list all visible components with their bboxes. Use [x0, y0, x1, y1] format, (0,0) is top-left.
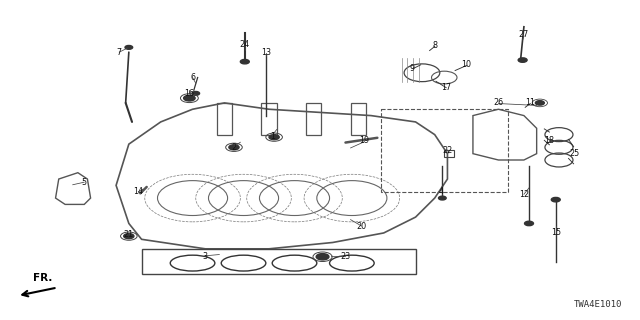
- Text: TWA4E1010: TWA4E1010: [574, 300, 623, 309]
- Text: 15: 15: [550, 228, 561, 237]
- Text: 16: 16: [184, 89, 195, 98]
- Bar: [306, 103, 321, 135]
- Text: 18: 18: [545, 136, 554, 146]
- Circle shape: [518, 58, 527, 62]
- Text: 10: 10: [461, 60, 472, 69]
- Text: 2: 2: [232, 143, 237, 152]
- Text: 1: 1: [269, 132, 275, 141]
- Circle shape: [229, 145, 239, 150]
- Circle shape: [125, 45, 132, 49]
- Text: 19: 19: [360, 136, 370, 146]
- Text: 25: 25: [570, 149, 580, 158]
- Circle shape: [525, 221, 534, 226]
- Circle shape: [269, 135, 279, 140]
- Circle shape: [124, 234, 134, 239]
- Circle shape: [192, 92, 200, 95]
- Text: 8: 8: [432, 41, 437, 50]
- Bar: [351, 103, 366, 135]
- Text: 3: 3: [203, 252, 208, 261]
- Bar: [217, 103, 232, 135]
- Text: 17: 17: [441, 83, 451, 92]
- Circle shape: [536, 101, 544, 105]
- Circle shape: [316, 253, 329, 260]
- Text: 24: 24: [240, 40, 250, 49]
- Text: 9: 9: [410, 63, 415, 73]
- Text: FR.: FR.: [33, 273, 52, 283]
- Text: 4: 4: [438, 187, 444, 196]
- Text: 22: 22: [442, 146, 452, 155]
- Bar: [261, 103, 276, 135]
- Text: 23: 23: [340, 252, 351, 261]
- Circle shape: [551, 197, 560, 202]
- Text: 20: 20: [356, 222, 367, 231]
- Text: 7: 7: [116, 48, 122, 57]
- Circle shape: [184, 95, 195, 101]
- Bar: [444, 150, 454, 157]
- Circle shape: [438, 196, 446, 200]
- Text: 5: 5: [82, 178, 87, 187]
- Text: 14: 14: [133, 187, 143, 196]
- Text: 27: 27: [519, 30, 529, 39]
- Text: 11: 11: [525, 99, 535, 108]
- Circle shape: [241, 60, 249, 64]
- Bar: [381, 109, 508, 192]
- Text: 6: 6: [190, 73, 195, 82]
- Text: 12: 12: [519, 190, 529, 199]
- Text: 21: 21: [124, 230, 134, 239]
- Text: 26: 26: [493, 99, 504, 108]
- Text: 13: 13: [261, 48, 271, 57]
